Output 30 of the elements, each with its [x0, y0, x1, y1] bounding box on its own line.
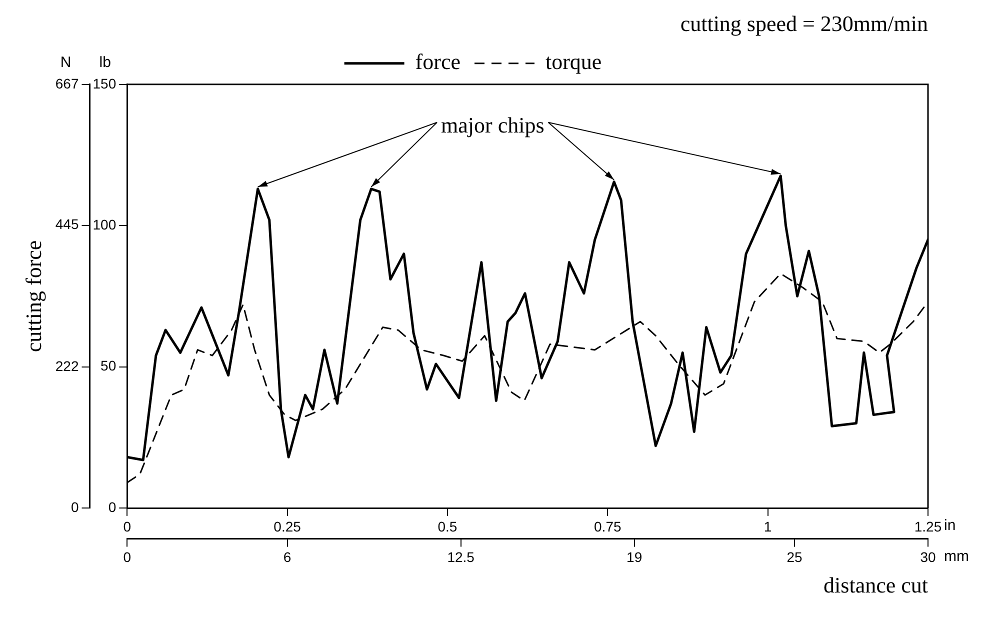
x-tick-label: 0.25: [274, 518, 302, 534]
x2-tick-label: 30: [920, 549, 936, 566]
y-tick-label: 150: [92, 75, 116, 92]
x-axis-title: distance cut: [824, 572, 928, 598]
x2-tick-label: 6: [283, 549, 292, 566]
annotation: major chips: [441, 112, 544, 138]
legend-label: force: [415, 49, 460, 74]
chart-title: cutting speed = 230mm/min: [680, 10, 928, 36]
text: in: [944, 517, 956, 534]
x2-tick-label: 25: [786, 549, 803, 566]
x-tick-label: 0.75: [594, 518, 622, 534]
legend-label: torque: [545, 49, 602, 74]
y2-tick-label: 667: [55, 75, 79, 92]
y-tick-label: 100: [92, 216, 116, 232]
y2-tick-label: 0: [70, 498, 79, 515]
y2-axis-title: cutting force: [20, 240, 46, 352]
x-tick-label: 1.25: [914, 518, 942, 534]
y2-tick-label: 445: [55, 216, 79, 232]
x-tick-label: 0: [123, 518, 132, 534]
text: N: [60, 54, 72, 72]
y-tick-label: 50: [100, 358, 116, 374]
x-tick-label: 0.5: [438, 518, 458, 534]
x-tick-label: 1: [764, 518, 772, 534]
x2-tick-label: 19: [626, 549, 642, 566]
y2-tick-label: 222: [55, 358, 79, 374]
x2-tick-label: 0: [123, 549, 132, 566]
y-tick-label: 0: [108, 498, 116, 515]
text: mm: [944, 548, 969, 565]
x2-tick-label: 12.5: [447, 549, 475, 566]
text: lb: [99, 54, 111, 72]
